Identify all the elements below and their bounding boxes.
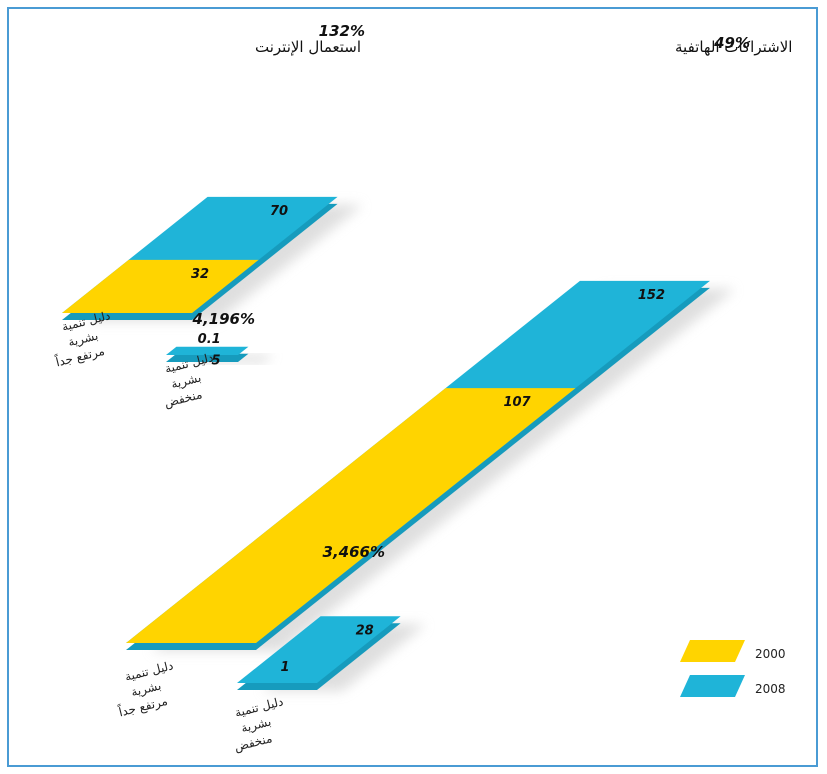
value-label-2008: 152 <box>638 288 665 303</box>
bar-2008 <box>237 616 401 683</box>
phone-chart-title: الاشتراكات الهاتفية <box>675 38 792 56</box>
category-label: منخفض <box>233 731 274 755</box>
bar-2000 <box>126 388 576 643</box>
value-label-2000: 107 <box>503 395 531 410</box>
change-percent-label: 132% <box>319 22 365 40</box>
legend: 2000 2008 <box>680 640 786 697</box>
change-percent-label: 4,196% <box>192 310 255 328</box>
value-label-2008: 28 <box>356 623 374 638</box>
internet-chart-title: استعمال الإنترنت <box>255 38 361 56</box>
legend-swatch-2000 <box>680 640 745 662</box>
value-label-2000: 1 <box>280 660 289 675</box>
value-label-2008: 5 <box>211 354 220 369</box>
change-percent-label: 49% <box>713 34 750 52</box>
legend-swatch-2008 <box>680 675 745 697</box>
value-label-2000: 0.1 <box>198 332 221 347</box>
legend-label-2000: 2000 <box>755 647 786 661</box>
category-label: منخفض <box>163 387 204 411</box>
bar-edge <box>166 353 249 362</box>
change-percent-label: 3,466% <box>323 543 385 561</box>
bar-2000 <box>62 259 259 313</box>
value-label-2008: 70 <box>270 204 288 219</box>
bar-2008 <box>166 346 249 355</box>
legend-label-2008: 2008 <box>755 682 786 696</box>
value-label-2000: 32 <box>191 267 209 282</box>
